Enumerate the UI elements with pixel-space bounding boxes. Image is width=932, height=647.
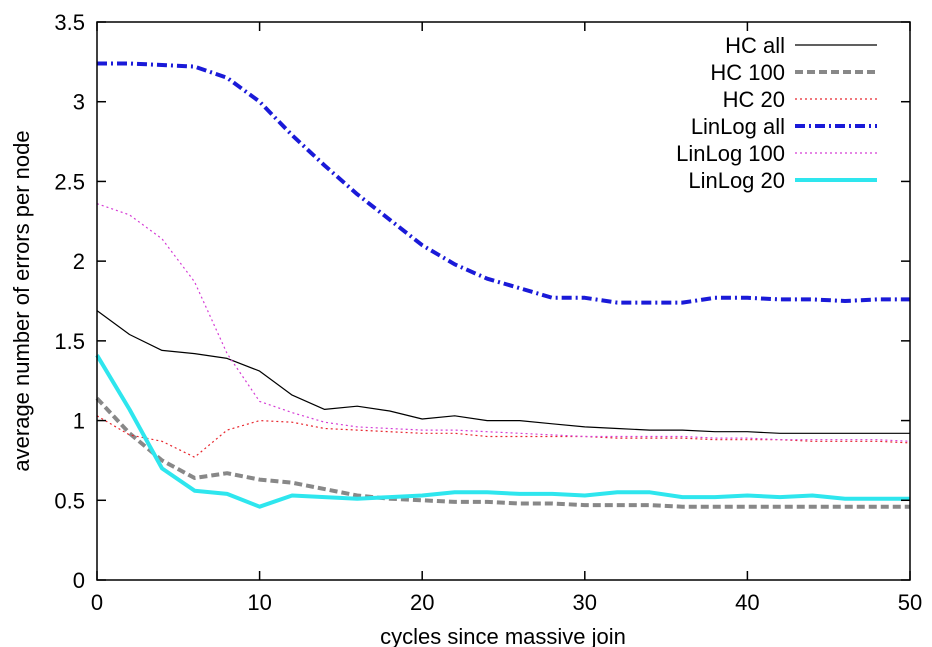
legend-label: LinLog 100	[676, 141, 785, 166]
legend-label: HC all	[725, 33, 785, 58]
y-tick-label: 3.5	[54, 10, 85, 35]
series-line-5	[96, 203, 911, 442]
x-tick-label: 30	[573, 590, 597, 615]
x-tick-label: 50	[898, 590, 922, 615]
y-tick-label: 0.5	[54, 488, 85, 513]
plot-frame	[96, 21, 911, 581]
series-lines	[95, 61, 911, 509]
y-tick-label: 3	[73, 90, 85, 115]
legend-label: LinLog 20	[688, 168, 785, 193]
x-axis-title: cycles since massive join	[380, 624, 626, 647]
series-line-3	[96, 415, 911, 458]
y-tick-label: 1	[73, 409, 85, 434]
x-tick-label: 20	[410, 590, 434, 615]
series-line-1	[96, 310, 910, 434]
y-tick-label: 2.5	[54, 169, 85, 194]
legend-label: HC 100	[710, 60, 785, 85]
y-tick-label: 2	[73, 249, 85, 274]
series-line-2	[95, 396, 910, 509]
tick-labels: 0 10 20 30 40 50 0 0.5 1 1.5 2 2.5 3 3.5	[54, 10, 922, 615]
y-axis-title: average number of errors per node	[9, 130, 34, 471]
y-tick-label: 0	[73, 568, 85, 593]
axis-ticks	[96, 21, 911, 581]
x-tick-label: 40	[735, 590, 759, 615]
legend-label: HC 20	[723, 87, 785, 112]
series-line-6	[95, 354, 910, 509]
y-tick-label: 1.5	[54, 329, 85, 354]
legend-label: LinLog all	[691, 114, 785, 139]
x-tick-label: 10	[247, 590, 271, 615]
series-line-4	[97, 61, 910, 305]
x-tick-label: 0	[91, 590, 103, 615]
